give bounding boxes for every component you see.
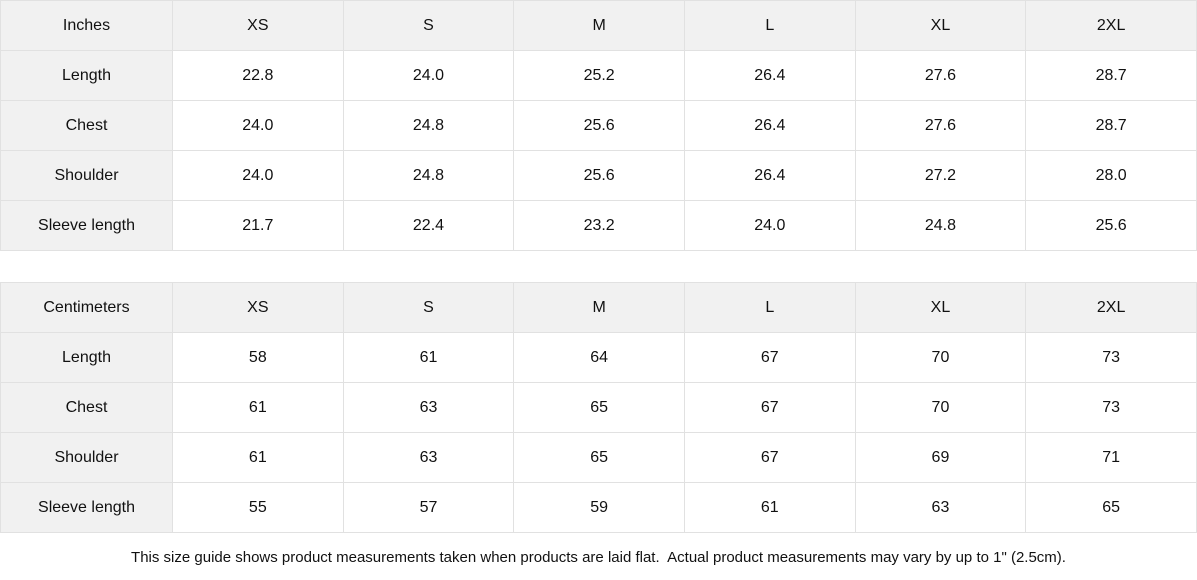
measurement-value: 63	[854, 482, 1027, 533]
measurement-value: 57	[342, 482, 515, 533]
measurement-label: Length	[0, 332, 173, 383]
size-column-header-m: M	[513, 282, 685, 333]
measurement-label: Chest	[0, 382, 173, 433]
measurement-value: 70	[854, 332, 1027, 383]
unit-header-inches: Inches	[0, 0, 173, 51]
inches-table: Inches XS S M L XL 2XL Length 22.8 24.0 …	[0, 0, 1197, 251]
measurement-value: 55	[172, 482, 344, 533]
table-row: Shoulder 61 63 65 67 69 71	[0, 432, 1197, 483]
table-row: Length 58 61 64 67 70 73	[0, 332, 1197, 383]
measurement-value: 67	[683, 432, 856, 483]
centimeters-table: Centimeters XS S M L XL 2XL Length 58 61…	[0, 282, 1197, 533]
measurement-value: 61	[172, 382, 344, 433]
measurement-value: 24.0	[172, 100, 344, 151]
size-column-header-xs: XS	[172, 0, 344, 51]
measurement-value: 23.2	[513, 200, 685, 251]
measurement-value: 65	[513, 432, 685, 483]
size-column-header-xs: XS	[172, 282, 344, 333]
size-column-header-2xl: 2XL	[1025, 0, 1197, 51]
table-row: Sleeve length 55 57 59 61 63 65	[0, 482, 1197, 533]
measurement-value: 27.6	[854, 100, 1027, 151]
unit-header-centimeters: Centimeters	[0, 282, 173, 333]
measurement-value: 63	[342, 432, 515, 483]
size-column-header-xl: XL	[854, 282, 1027, 333]
centimeters-header-row: Centimeters XS S M L XL 2XL	[0, 282, 1197, 333]
size-column-header-s: S	[342, 0, 515, 51]
measurement-value: 71	[1025, 432, 1197, 483]
table-row: Chest 61 63 65 67 70 73	[0, 382, 1197, 433]
measurement-value: 73	[1025, 382, 1197, 433]
size-guide-note: This size guide shows product measuremen…	[0, 533, 1197, 580]
size-column-header-l: L	[683, 282, 856, 333]
size-column-header-s: S	[342, 282, 515, 333]
size-column-header-l: L	[683, 0, 856, 51]
measurement-value: 22.8	[172, 50, 344, 101]
size-column-header-m: M	[513, 0, 685, 51]
table-separator	[0, 251, 1197, 282]
measurement-value: 24.0	[172, 150, 344, 201]
measurement-value: 63	[342, 382, 515, 433]
measurement-value: 59	[513, 482, 685, 533]
measurement-value: 67	[683, 382, 856, 433]
size-column-header-2xl: 2XL	[1025, 282, 1197, 333]
table-row: Length 22.8 24.0 25.2 26.4 27.6 28.7	[0, 50, 1197, 101]
measurement-label: Sleeve length	[0, 200, 173, 251]
measurement-value: 24.8	[342, 100, 515, 151]
measurement-label: Sleeve length	[0, 482, 173, 533]
measurement-value: 28.0	[1025, 150, 1197, 201]
measurement-value: 22.4	[342, 200, 515, 251]
measurement-value: 26.4	[683, 100, 856, 151]
measurement-value: 28.7	[1025, 50, 1197, 101]
measurement-value: 58	[172, 332, 344, 383]
measurement-value: 25.6	[513, 100, 685, 151]
measurement-label: Shoulder	[0, 432, 173, 483]
inches-header-row: Inches XS S M L XL 2XL	[0, 0, 1197, 51]
measurement-value: 67	[683, 332, 856, 383]
measurement-label: Length	[0, 50, 173, 101]
table-row: Chest 24.0 24.8 25.6 26.4 27.6 28.7	[0, 100, 1197, 151]
table-row: Shoulder 24.0 24.8 25.6 26.4 27.2 28.0	[0, 150, 1197, 201]
measurement-value: 69	[854, 432, 1027, 483]
measurement-value: 70	[854, 382, 1027, 433]
measurement-label: Chest	[0, 100, 173, 151]
measurement-value: 28.7	[1025, 100, 1197, 151]
measurement-value: 21.7	[172, 200, 344, 251]
measurement-value: 24.0	[683, 200, 856, 251]
size-column-header-xl: XL	[854, 0, 1027, 51]
measurement-value: 61	[342, 332, 515, 383]
measurement-value: 64	[513, 332, 685, 383]
measurement-value: 24.8	[854, 200, 1027, 251]
measurement-value: 65	[513, 382, 685, 433]
measurement-value: 24.0	[342, 50, 515, 101]
measurement-value: 65	[1025, 482, 1197, 533]
measurement-value: 25.2	[513, 50, 685, 101]
measurement-value: 26.4	[683, 50, 856, 101]
table-row: Sleeve length 21.7 22.4 23.2 24.0 24.8 2…	[0, 200, 1197, 251]
measurement-value: 27.6	[854, 50, 1027, 101]
measurement-value: 24.8	[342, 150, 515, 201]
measurement-value: 61	[172, 432, 344, 483]
measurement-value: 25.6	[513, 150, 685, 201]
measurement-value: 26.4	[683, 150, 856, 201]
measurement-label: Shoulder	[0, 150, 173, 201]
measurement-value: 61	[683, 482, 856, 533]
measurement-value: 73	[1025, 332, 1197, 383]
measurement-value: 27.2	[854, 150, 1027, 201]
measurement-value: 25.6	[1025, 200, 1197, 251]
